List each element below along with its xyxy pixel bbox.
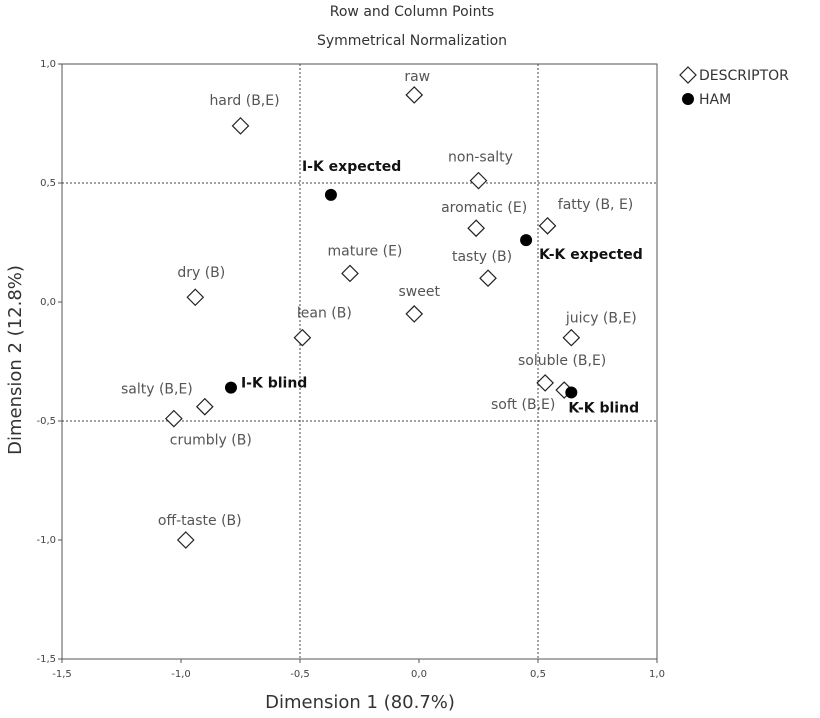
- diamond-marker: [479, 269, 497, 288]
- diamond-marker: [679, 66, 697, 84]
- y-tick-label: 1,0: [40, 59, 56, 70]
- chart-title: Row and Column Points: [330, 4, 494, 20]
- x-tick-label: 1,0: [649, 669, 665, 680]
- point-label: salty (B,E): [121, 382, 193, 398]
- point-label: lean (B): [297, 306, 352, 322]
- circle-marker: [324, 188, 337, 201]
- diamond-marker: [405, 305, 424, 323]
- point-label: soft (B,E): [491, 397, 555, 413]
- point-label: I-K expected: [302, 159, 401, 175]
- x-tick-label: 0,5: [530, 669, 546, 680]
- diamond-marker: [538, 216, 557, 235]
- point-label: raw: [404, 69, 430, 85]
- diamond-marker: [293, 328, 312, 347]
- x-tick-label: -1,5: [52, 669, 72, 680]
- diamond-marker: [165, 409, 183, 428]
- diamond-marker: [341, 264, 359, 283]
- point-label: tasty (B): [452, 249, 512, 265]
- circle-marker: [520, 234, 533, 247]
- point-label: K-K expected: [539, 247, 643, 263]
- diamond-marker: [176, 531, 195, 549]
- diamond-marker: [467, 219, 485, 238]
- point-label: juicy (B,E): [565, 311, 637, 327]
- point-label: fatty (B, E): [558, 197, 634, 213]
- y-tick-label: -1,5: [36, 654, 56, 665]
- diamond-marker: [186, 288, 205, 307]
- circle-marker: [682, 93, 694, 105]
- diamond-marker: [562, 328, 581, 347]
- circle-marker: [224, 381, 237, 394]
- y-axis-label: Dimension 2 (12.8%): [5, 265, 26, 455]
- y-tick-label: 0,0: [40, 297, 56, 308]
- point-label: hard (B,E): [209, 93, 279, 109]
- diamond-marker: [231, 117, 250, 135]
- point-label: crumbly (B): [170, 433, 252, 449]
- x-tick-label: -1,0: [171, 669, 191, 680]
- point-label: sweet: [399, 284, 441, 300]
- chart-subtitle: Symmetrical Normalization: [317, 33, 507, 49]
- legend-label: DESCRIPTOR: [699, 68, 789, 84]
- plot-frame: [61, 63, 658, 660]
- point-label: off-taste (B): [158, 513, 242, 529]
- circle-marker: [565, 386, 578, 399]
- point-label: aromatic (E): [441, 200, 527, 216]
- diamond-marker: [405, 86, 424, 104]
- point-label: K-K blind: [568, 400, 639, 416]
- point-label: I-K blind: [241, 376, 307, 392]
- diamond-marker: [195, 397, 214, 416]
- point-label: mature (E): [328, 243, 403, 259]
- point-label: non-salty: [448, 150, 513, 166]
- y-tick-label: 0,5: [40, 178, 56, 189]
- x-axis-label: Dimension 1 (80.7%): [265, 692, 455, 713]
- x-tick-label: -0,5: [290, 669, 310, 680]
- y-tick-label: -0,5: [36, 416, 56, 427]
- y-tick-label: -1,0: [36, 535, 56, 546]
- diamond-marker: [536, 374, 554, 392]
- point-label: dry (B): [177, 265, 225, 281]
- x-tick-label: 0,0: [411, 669, 427, 680]
- point-label: soluble (B,E): [518, 353, 606, 369]
- diamond-marker: [469, 171, 488, 190]
- legend-label: HAM: [699, 92, 731, 108]
